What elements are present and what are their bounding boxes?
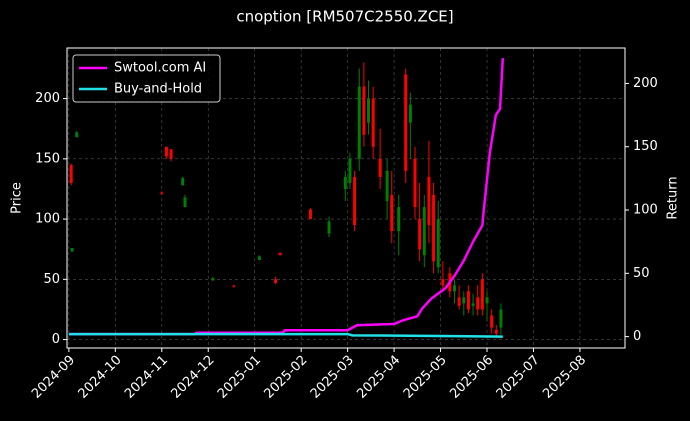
y-tick-label: 200 <box>35 91 60 106</box>
chart-title: cnoption [RM507C2550.ZCE] <box>236 8 453 26</box>
candle-body <box>494 329 498 334</box>
candle-body <box>278 252 282 256</box>
candle-body <box>181 178 185 186</box>
y-tick-label: 150 <box>35 151 60 166</box>
series-line <box>68 332 503 338</box>
candle-body <box>232 285 236 287</box>
legend-label: Swtool.com AI <box>114 61 206 76</box>
candle-body <box>452 285 456 292</box>
candle-body <box>432 194 436 262</box>
candle-body <box>390 194 394 232</box>
candle-body <box>499 309 503 328</box>
y2-tick-label: 50 <box>633 266 650 281</box>
candle-body <box>462 297 466 304</box>
candle-body <box>408 104 412 123</box>
candle-body <box>476 297 480 310</box>
candle-body <box>353 176 357 226</box>
candle-body <box>490 315 494 328</box>
candle-body <box>164 146 168 157</box>
candle-body <box>274 279 278 283</box>
candle-body <box>70 248 74 252</box>
candle-body <box>362 86 366 135</box>
series-line <box>68 58 505 336</box>
y2-tick-label: 150 <box>633 139 658 154</box>
candle-body <box>397 207 401 232</box>
y-tick-label: 50 <box>43 272 60 287</box>
candle-body <box>211 278 215 281</box>
candle-body <box>471 303 475 306</box>
candle-body <box>457 297 461 306</box>
candle-body <box>327 221 331 234</box>
legend-label: Buy-and-Hold <box>114 82 202 97</box>
y-axis-label: Price <box>10 182 25 214</box>
candle-body <box>436 219 440 268</box>
candle-body <box>367 98 371 123</box>
candle-body <box>466 291 470 310</box>
y2-axis-label: Return <box>666 176 681 219</box>
candle-body <box>418 219 422 250</box>
y-tick-label: 100 <box>35 212 60 227</box>
candle-body <box>169 149 173 159</box>
candle-body <box>378 158 382 177</box>
candle-body <box>69 164 73 183</box>
y2-tick-label: 0 <box>633 329 641 344</box>
y-tick-label: 0 <box>52 332 60 347</box>
candle-body <box>75 132 79 138</box>
candle-body <box>427 176 431 226</box>
candle-body <box>441 279 445 286</box>
candle-body <box>160 192 164 194</box>
plot-frame <box>66 47 626 349</box>
legend-box <box>72 54 221 103</box>
candle-body <box>413 158 417 208</box>
candle-body <box>308 209 312 220</box>
candle-body <box>385 170 389 202</box>
candle-body <box>357 86 361 159</box>
y2-tick-label: 100 <box>633 203 658 218</box>
candle-body <box>404 74 408 171</box>
y2-tick-label: 200 <box>633 76 658 91</box>
candle-body <box>343 176 347 189</box>
candle-body <box>422 207 426 256</box>
candle-body <box>257 256 261 261</box>
candle-body <box>371 98 375 147</box>
candle-body <box>348 158 352 183</box>
candle-body <box>480 279 484 310</box>
candle-body <box>485 297 489 304</box>
candle-body <box>183 197 187 208</box>
